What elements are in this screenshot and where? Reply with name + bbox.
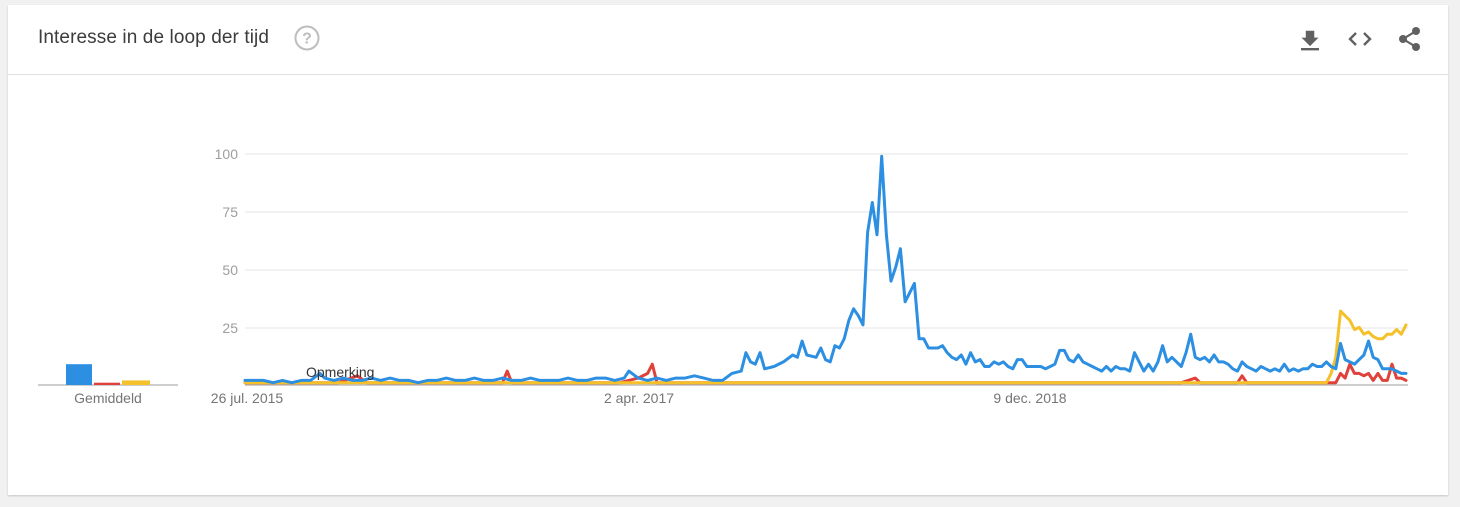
x-ticks: 26 jul. 2015 2 apr. 2017 9 dec. 2018 bbox=[211, 390, 1067, 406]
average-bar-yellow bbox=[122, 380, 150, 385]
x-tick-2018: 9 dec. 2018 bbox=[993, 390, 1066, 406]
code-icon[interactable] bbox=[1346, 25, 1374, 53]
share-icon[interactable] bbox=[1396, 25, 1424, 53]
y-tick-75: 75 bbox=[222, 204, 238, 220]
y-grid: 100 75 50 25 bbox=[215, 146, 1408, 386]
average-bar-blue bbox=[66, 364, 92, 385]
y-tick-25: 25 bbox=[222, 320, 238, 336]
average-bars: Gemiddeld bbox=[38, 364, 178, 406]
series-line-blue bbox=[243, 154, 1408, 385]
download-icon[interactable] bbox=[1296, 25, 1324, 53]
svg-text:?: ? bbox=[302, 31, 312, 48]
y-tick-50: 50 bbox=[222, 262, 238, 278]
trend-chart: Gemiddeld 100 75 50 25 26 jul. 2015 2 ap… bbox=[38, 146, 1408, 406]
average-bar-red bbox=[94, 382, 120, 385]
interest-over-time-card: Interesse in de loop der tijd ? bbox=[8, 5, 1448, 495]
annotation-note[interactable]: Opmerking bbox=[306, 364, 374, 380]
series-lines bbox=[243, 154, 1408, 385]
series-line-yellow bbox=[243, 309, 1408, 385]
card-title: Interesse in de loop der tijd bbox=[38, 27, 270, 48]
card-header: Interesse in de loop der tijd ? bbox=[8, 5, 1448, 75]
y-tick-100: 100 bbox=[215, 146, 239, 162]
x-tick-2015: 26 jul. 2015 bbox=[211, 390, 284, 406]
average-label: Gemiddeld bbox=[74, 390, 142, 406]
x-tick-2017: 2 apr. 2017 bbox=[604, 390, 674, 406]
help-circle-icon[interactable]: ? bbox=[294, 25, 320, 51]
